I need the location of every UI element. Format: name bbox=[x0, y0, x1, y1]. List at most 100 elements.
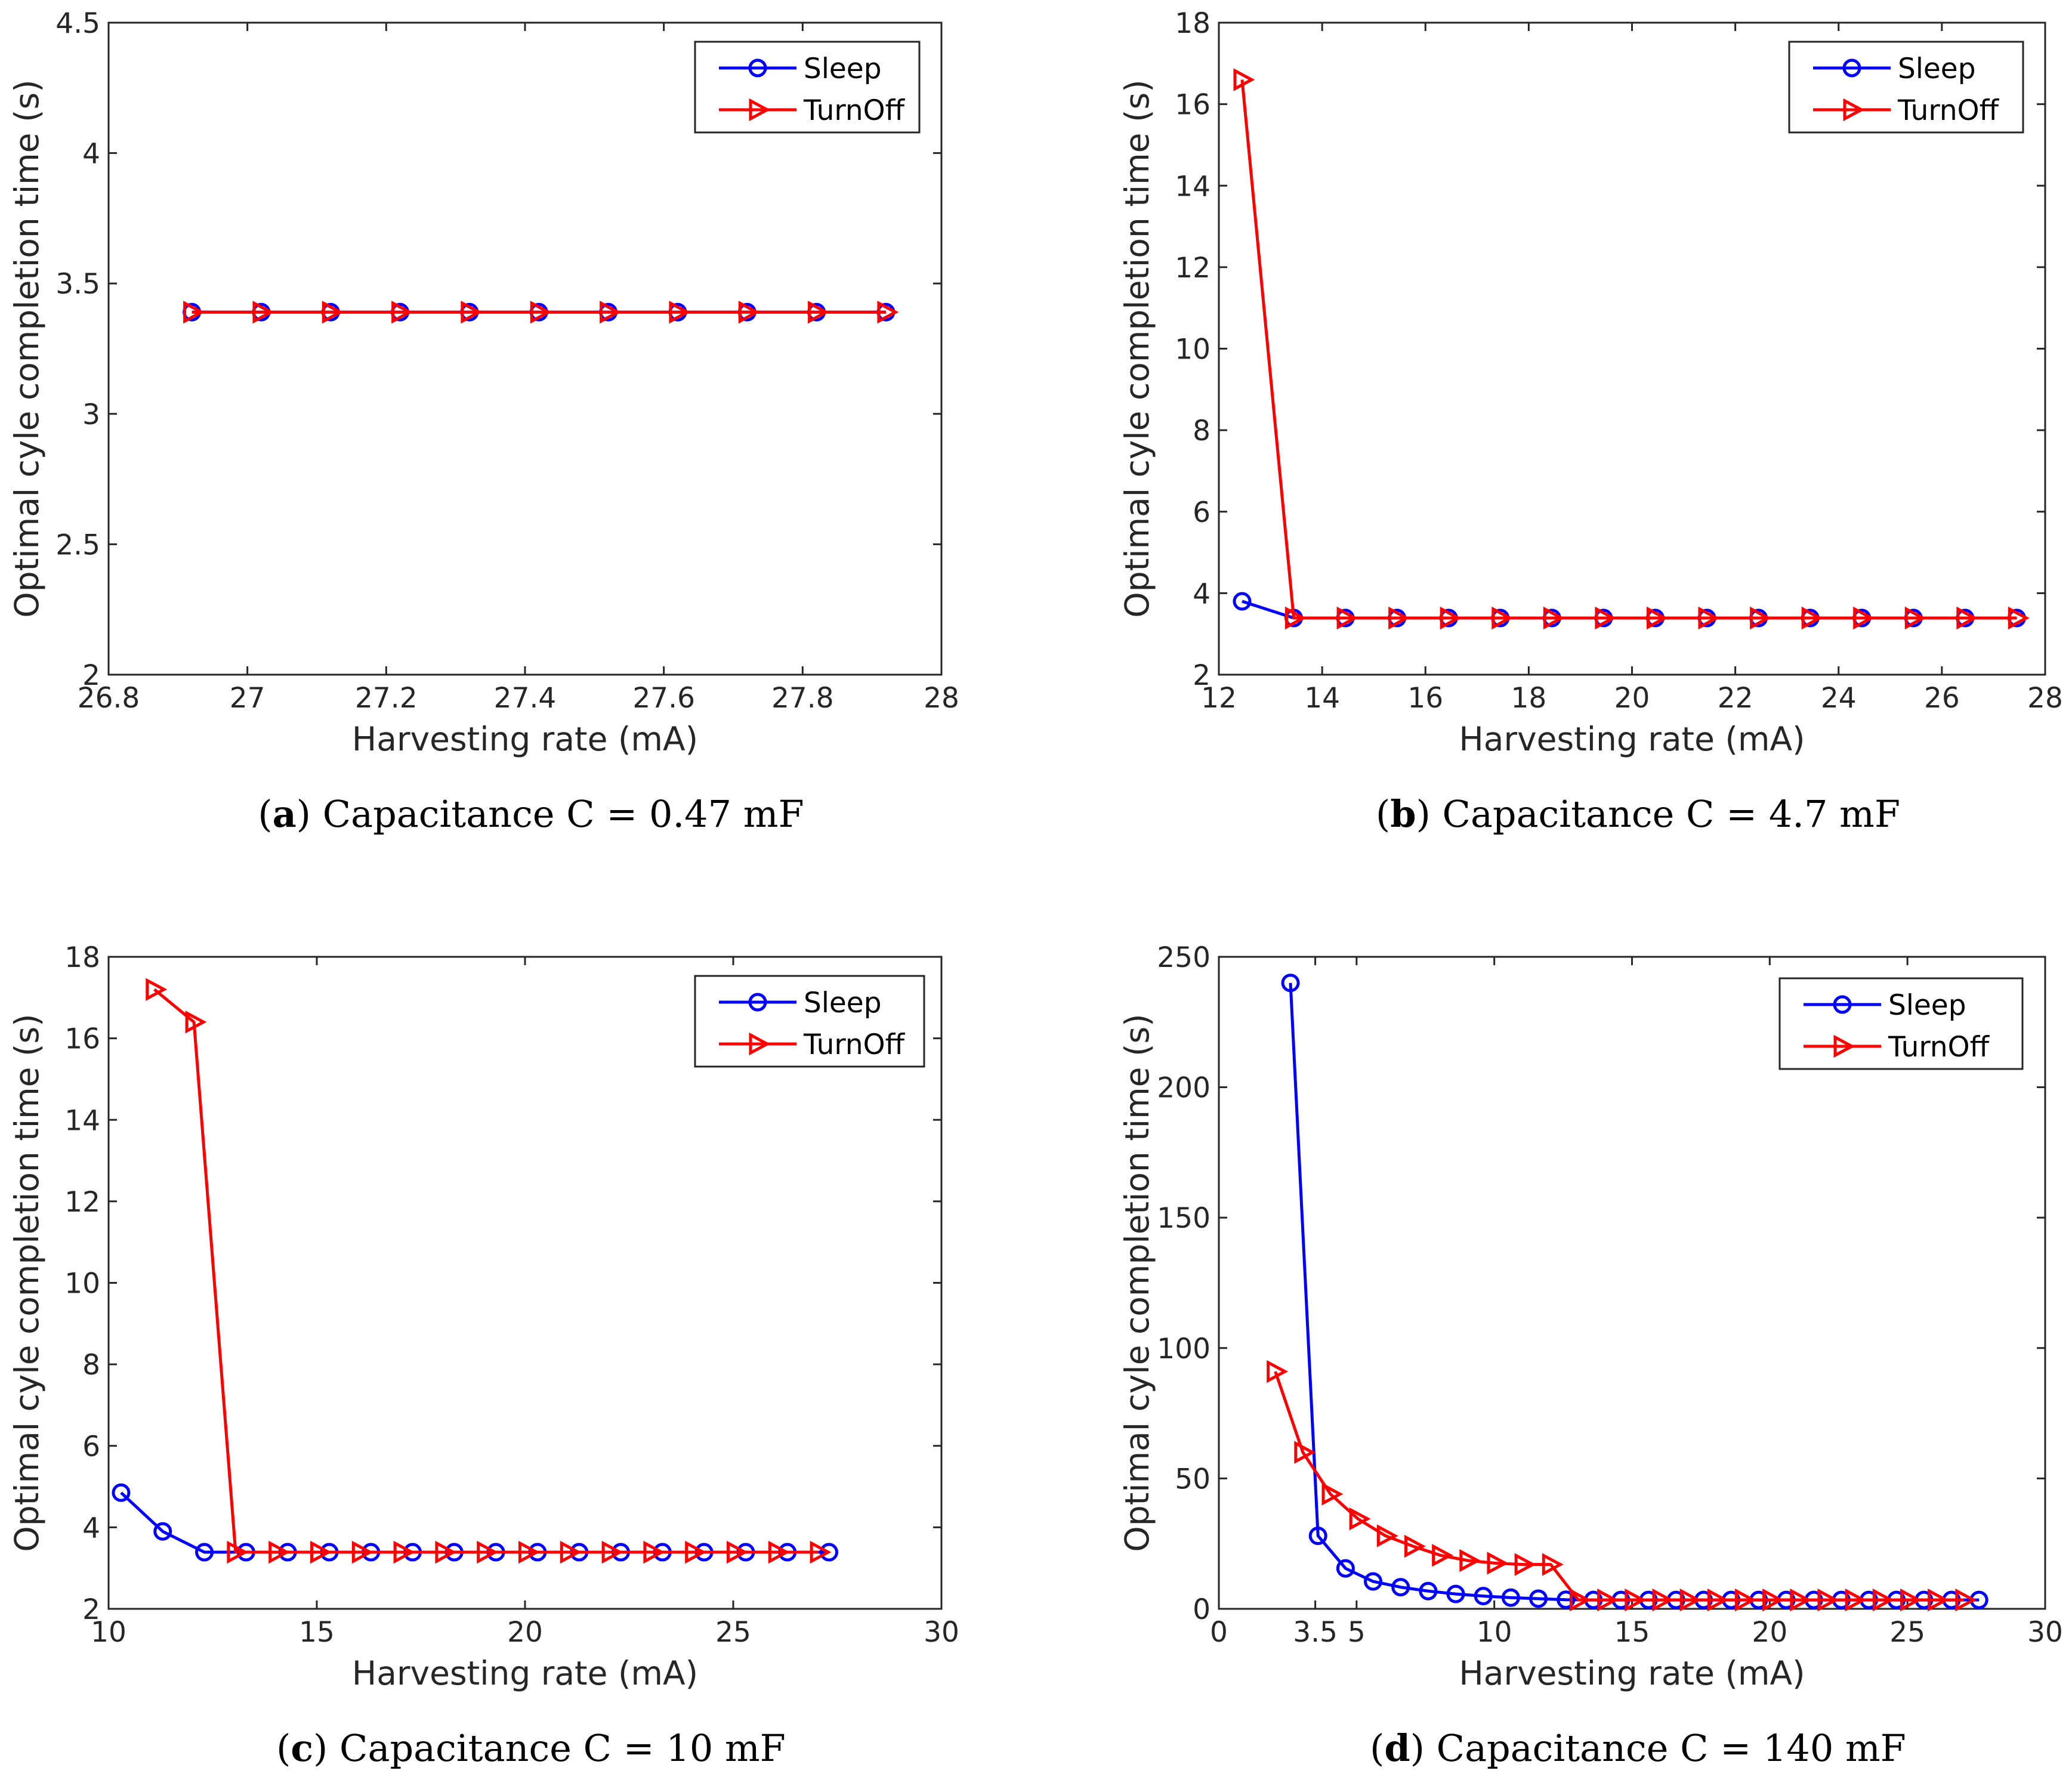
data-point-turnoff bbox=[530, 301, 552, 324]
y-tick-label: 3.5 bbox=[55, 268, 100, 301]
data-point-turnoff bbox=[1652, 1588, 1674, 1612]
series-line-turnoff bbox=[153, 988, 819, 1554]
y-tick-label: 4 bbox=[82, 1512, 100, 1544]
legend-label-turnoff: TurnOff bbox=[1888, 1031, 1990, 1064]
x-tick-label: 10 bbox=[91, 1616, 126, 1649]
data-point-turnoff bbox=[1569, 1588, 1591, 1612]
data-point-turnoff bbox=[1801, 606, 1823, 630]
y-tick-label: 2 bbox=[1193, 659, 1211, 692]
y-tick-label: 2.5 bbox=[55, 529, 100, 561]
legend-label-sleep: Sleep bbox=[1898, 52, 1976, 85]
x-tick-label: 20 bbox=[1614, 682, 1650, 715]
legend-box bbox=[1788, 41, 2024, 134]
data-point-turnoff bbox=[1267, 1359, 1288, 1383]
data-point-sleep bbox=[153, 1522, 172, 1541]
y-tick-label: 250 bbox=[1157, 941, 1211, 974]
x-tick-label: 27.6 bbox=[632, 682, 695, 715]
legend-label-sleep: Sleep bbox=[804, 987, 882, 1019]
legend-marker-sleep bbox=[1833, 995, 1852, 1014]
data-point-turnoff bbox=[351, 1540, 373, 1564]
x-tick-label: 22 bbox=[1718, 682, 1753, 715]
panel-caption-letter: d bbox=[1384, 1726, 1410, 1770]
data-point-turnoff bbox=[1349, 1507, 1371, 1531]
panel-caption: (c) Capacitance C = 10 mF bbox=[276, 1726, 786, 1770]
data-point-turnoff bbox=[1845, 1588, 1867, 1612]
y-tick-label: 4 bbox=[82, 138, 100, 171]
x-tick-label: 5 bbox=[1348, 1616, 1366, 1649]
x-tick-label: 26 bbox=[1924, 682, 1960, 715]
legend: Sleep TurnOff bbox=[694, 41, 921, 134]
data-point-turnoff bbox=[1625, 1588, 1647, 1612]
data-point-turnoff bbox=[1698, 606, 1720, 630]
y-axis-label: Optimal cyle completion time (s) bbox=[1118, 1013, 1156, 1552]
x-tick-label: 20 bbox=[507, 1616, 543, 1649]
data-point-sleep bbox=[1233, 592, 1252, 611]
panel-caption-text: Capacitance C = 0.47 mF bbox=[323, 792, 804, 836]
x-tick-label: 26.8 bbox=[78, 682, 140, 715]
data-point-turnoff bbox=[1321, 1482, 1344, 1506]
data-point-turnoff bbox=[1872, 1588, 1894, 1612]
data-point-turnoff bbox=[1817, 1588, 1839, 1612]
legend-box bbox=[1778, 977, 2024, 1070]
y-tick-label: 100 bbox=[1157, 1333, 1211, 1365]
legend-marker-sleep bbox=[1842, 58, 1861, 78]
legend-box bbox=[694, 975, 925, 1068]
data-point-turnoff bbox=[1233, 68, 1255, 91]
y-axis-label: Optimal cyle completion time (s) bbox=[1118, 79, 1156, 617]
x-tick-label: 14 bbox=[1304, 682, 1340, 715]
data-point-turnoff bbox=[1955, 1588, 1977, 1612]
data-point-turnoff bbox=[1900, 1588, 1922, 1612]
y-tick-label: 8 bbox=[1193, 415, 1211, 447]
x-tick-label: 15 bbox=[299, 1616, 335, 1649]
data-point-turnoff bbox=[252, 301, 274, 324]
data-point-turnoff bbox=[393, 1540, 415, 1564]
x-tick-label: 3.5 bbox=[1293, 1616, 1338, 1649]
y-tick-label: 50 bbox=[1175, 1463, 1211, 1495]
data-point-turnoff bbox=[1514, 1553, 1536, 1576]
data-point-turnoff bbox=[1734, 1588, 1756, 1612]
panel-caption: (b) Capacitance C = 4.7 mF bbox=[1376, 792, 1900, 836]
data-point-turnoff bbox=[768, 1540, 790, 1564]
panel-caption: (d) Capacitance C = 140 mF bbox=[1370, 1726, 1906, 1770]
x-tick-label: 15 bbox=[1614, 1616, 1650, 1649]
series-line-turnoff bbox=[1240, 79, 2017, 620]
legend-label-sleep: Sleep bbox=[804, 52, 882, 85]
data-point-sleep bbox=[1501, 1588, 1520, 1607]
data-point-turnoff bbox=[1762, 1588, 1784, 1612]
data-point-turnoff bbox=[1904, 606, 1926, 630]
series-turnoff bbox=[183, 301, 899, 324]
x-tick-label: 24 bbox=[1821, 682, 1857, 715]
y-tick-label: 4 bbox=[1193, 577, 1211, 610]
x-axis-label: Harvesting rate (mA) bbox=[352, 720, 698, 758]
x-tick-label: 18 bbox=[1511, 682, 1546, 715]
data-point-sleep bbox=[1557, 1590, 1576, 1609]
x-tick-label: 25 bbox=[1889, 1616, 1925, 1649]
data-point-turnoff bbox=[1376, 1524, 1398, 1547]
series-turnoff bbox=[146, 978, 832, 1564]
y-tick-label: 16 bbox=[64, 1023, 100, 1056]
data-point-sleep bbox=[1529, 1589, 1548, 1608]
chart-panel-c: 10 15 20 25 30 2 4 6 8 10 12 14 16 18 Harvesting rate … bbox=[8, 941, 959, 1770]
x-tick-label: 27.4 bbox=[494, 682, 557, 715]
data-point-turnoff bbox=[2008, 606, 2030, 630]
y-tick-label: 150 bbox=[1157, 1202, 1211, 1235]
data-point-turnoff bbox=[1440, 606, 1462, 630]
data-point-sleep bbox=[1446, 1584, 1465, 1603]
data-point-turnoff bbox=[1492, 606, 1514, 630]
data-point-turnoff bbox=[685, 1540, 706, 1564]
x-tick-label: 16 bbox=[1407, 682, 1443, 715]
x-axis-label: Harvesting rate (mA) bbox=[1459, 1654, 1805, 1692]
y-tick-label: 14 bbox=[1175, 170, 1211, 203]
data-point-turnoff bbox=[1750, 606, 1771, 630]
x-tick-label: 27.8 bbox=[771, 682, 834, 715]
x-axis-label: Harvesting rate (mA) bbox=[352, 1654, 698, 1692]
data-point-turnoff bbox=[146, 978, 168, 1001]
data-point-turnoff bbox=[1459, 1549, 1481, 1572]
data-point-turnoff bbox=[810, 1540, 832, 1564]
data-point-turnoff bbox=[1336, 606, 1358, 630]
data-point-turnoff bbox=[738, 301, 760, 324]
series-turnoff bbox=[1267, 1359, 1977, 1612]
y-axis-label: Optimal cyle completion time (s) bbox=[8, 1013, 46, 1552]
data-point-sleep bbox=[1391, 1578, 1410, 1597]
x-tick-label: 27.2 bbox=[355, 682, 418, 715]
